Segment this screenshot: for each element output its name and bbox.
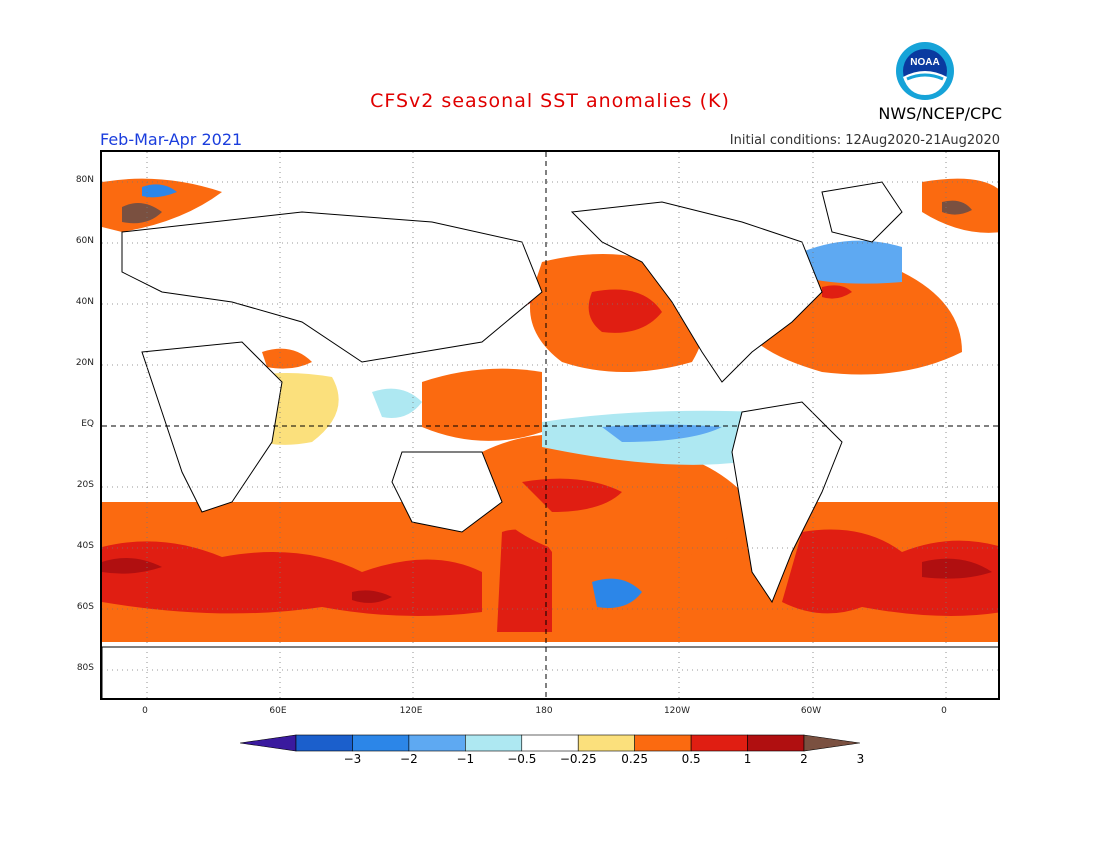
colorbar-tick-label: −0.25 [559, 752, 597, 766]
noaa-logo-text: NOAA [910, 57, 939, 68]
sst-anomaly-map [100, 150, 1000, 700]
initial-conditions: Initial conditions: 12Aug2020-21Aug2020 [729, 133, 1000, 148]
colorbar-tick-label: 1 [743, 752, 752, 766]
greenland [821, 181, 903, 243]
lat-label-40n: 40N [75, 297, 94, 307]
colorbar-tick-label: −0.5 [507, 752, 537, 766]
colorbar-min-arrow [239, 734, 297, 752]
colorbar-tick-label: −1 [456, 752, 475, 766]
map-canvas [102, 152, 998, 698]
noaa-logo: NOAA [895, 41, 955, 101]
lon-label-120w: 120W [663, 706, 691, 716]
antarctica [102, 646, 998, 698]
lat-label-20s: 20S [76, 480, 94, 490]
colorbar-tick-label: 0.5 [681, 752, 701, 766]
colorbar [239, 733, 861, 773]
colorbar-bin [408, 734, 466, 752]
map-title: CFSv2 seasonal SST anomalies (K) [370, 90, 730, 112]
lat-label-40s: 40S [76, 541, 94, 551]
lat-label-80s: 80S [76, 663, 94, 673]
land-masses [102, 181, 998, 698]
lon-label-180: 180 [535, 706, 553, 716]
south-america [731, 401, 843, 604]
forecast-period: Feb-Mar-Apr 2021 [100, 130, 243, 149]
africa [141, 341, 283, 513]
agency-label: NWS/NCEP/CPC [878, 104, 1002, 123]
colorbar-tick-label: 2 [800, 752, 808, 766]
colorbar-tick-label: −2 [400, 752, 418, 766]
colorbar-bin [295, 734, 353, 752]
lat-label-20n: 20N [75, 358, 94, 368]
colorbar-tick-label: −3 [343, 752, 362, 766]
lon-label-120e: 120E [399, 706, 423, 716]
lat-label-60n: 60N [75, 236, 94, 246]
colorbar-tick-label: 3 [856, 752, 865, 766]
lon-label-60e: 60E [269, 706, 287, 716]
colorbar-bin [690, 734, 748, 752]
colorbar-max-arrow [803, 734, 861, 752]
colorbar-tick-label: 0.25 [621, 752, 649, 766]
lat-label-80n: 80N [75, 175, 94, 185]
australia [391, 451, 503, 533]
colorbar-bin [465, 734, 523, 752]
lon-label-0-west: 0 [142, 706, 148, 716]
lon-label-60w: 60W [800, 706, 822, 716]
equatorial-warm-tongue [422, 368, 542, 441]
colorbar-bin [352, 734, 410, 752]
colorbar-bin [634, 734, 692, 752]
lat-label-eq: EQ [81, 419, 94, 429]
north-america [570, 201, 823, 383]
colorbar-bin [521, 734, 579, 752]
colorbar-bin [577, 734, 635, 752]
colorbar-bin [747, 734, 805, 752]
lat-grid [102, 181, 998, 671]
lat-label-60s: 60S [76, 602, 94, 612]
lon-label-0-east: 0 [941, 706, 947, 716]
eurasia [121, 211, 543, 363]
lon-grid [146, 152, 947, 698]
